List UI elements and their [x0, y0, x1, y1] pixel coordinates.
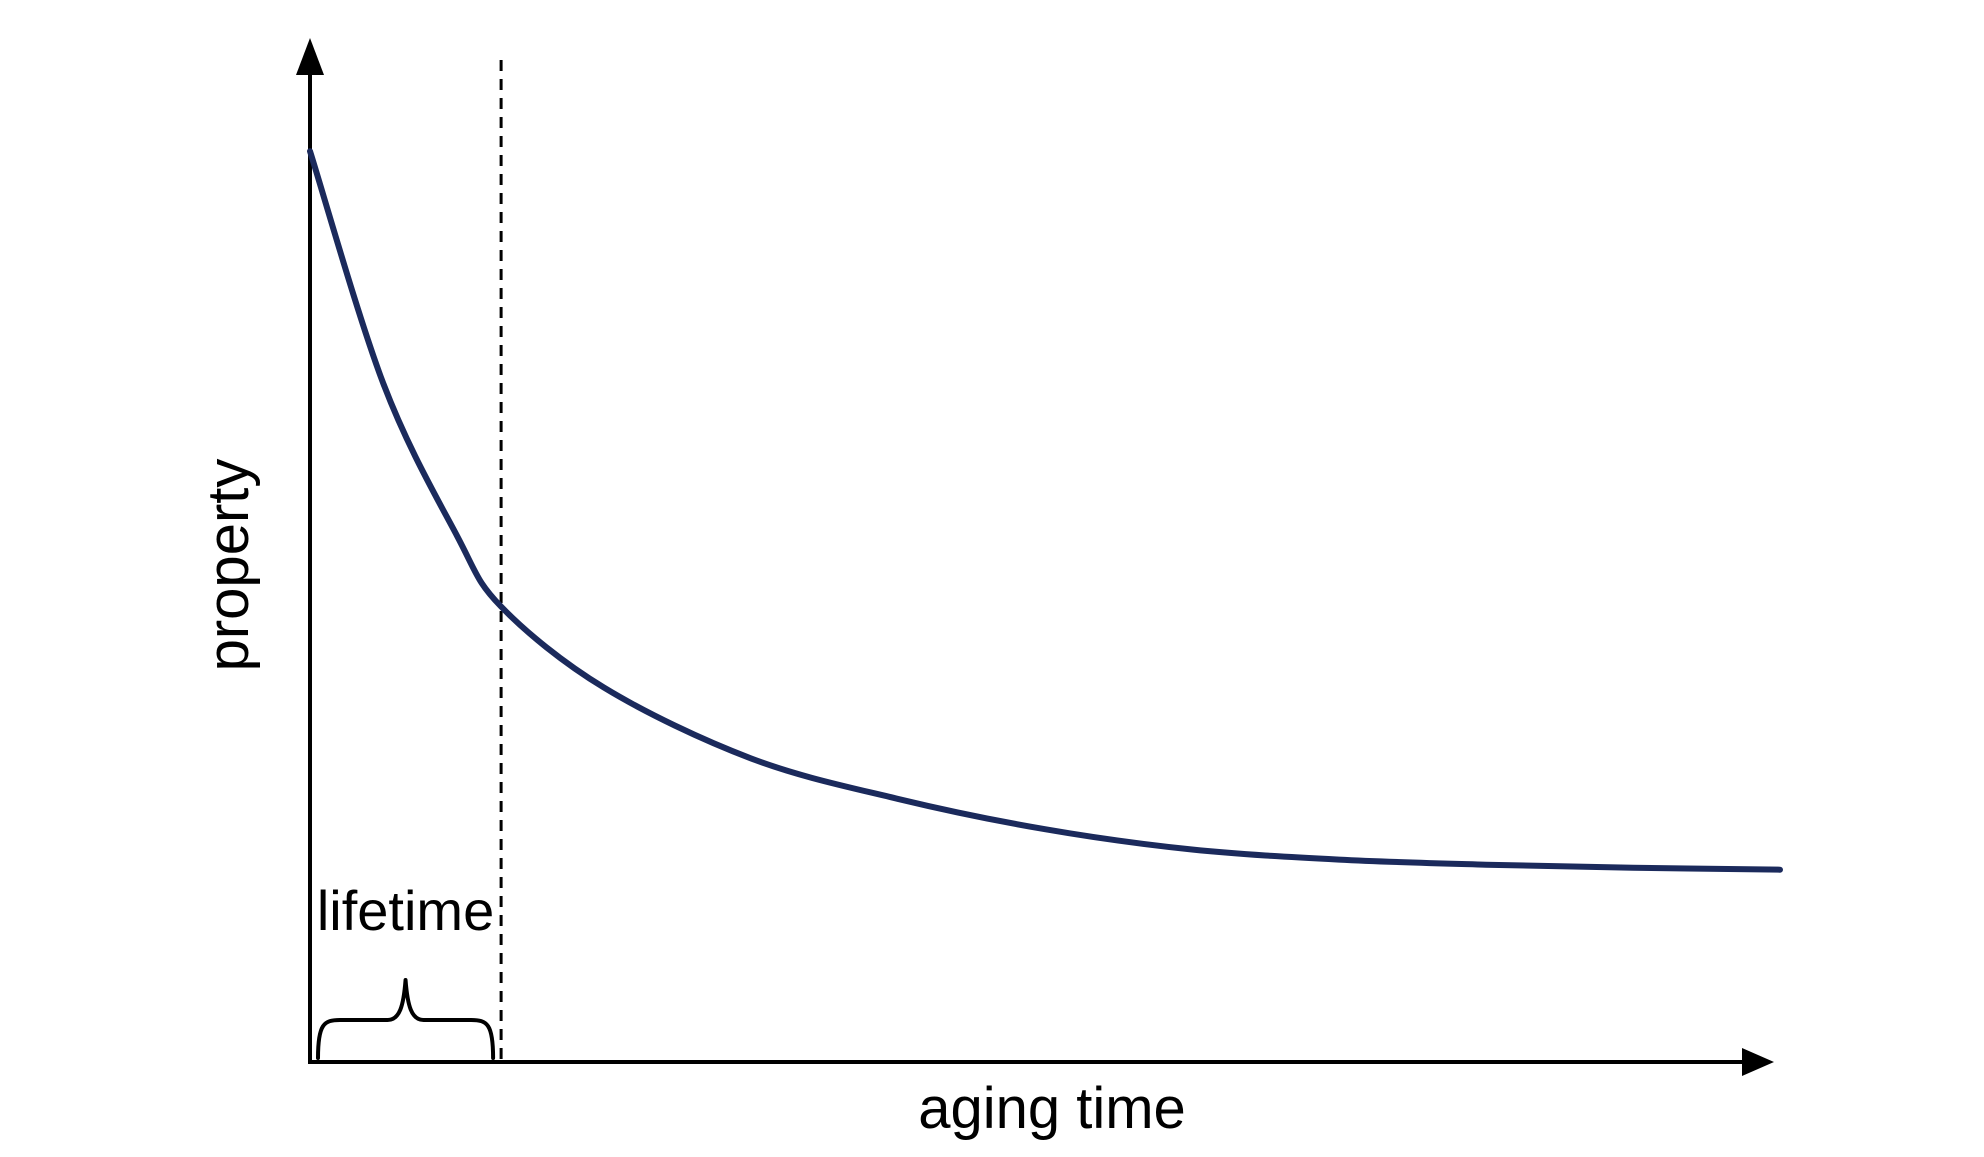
lifetime-brace [316, 978, 496, 1060]
y-axis-label: property [196, 459, 261, 672]
x-axis-label: aging time [918, 1076, 1186, 1141]
series-line-property [307, 148, 1783, 873]
lifetime-label: lifetime [317, 879, 494, 942]
axes [296, 38, 1774, 1076]
y-axis-arrow [296, 38, 324, 75]
x-axis-arrow [1742, 1048, 1774, 1076]
